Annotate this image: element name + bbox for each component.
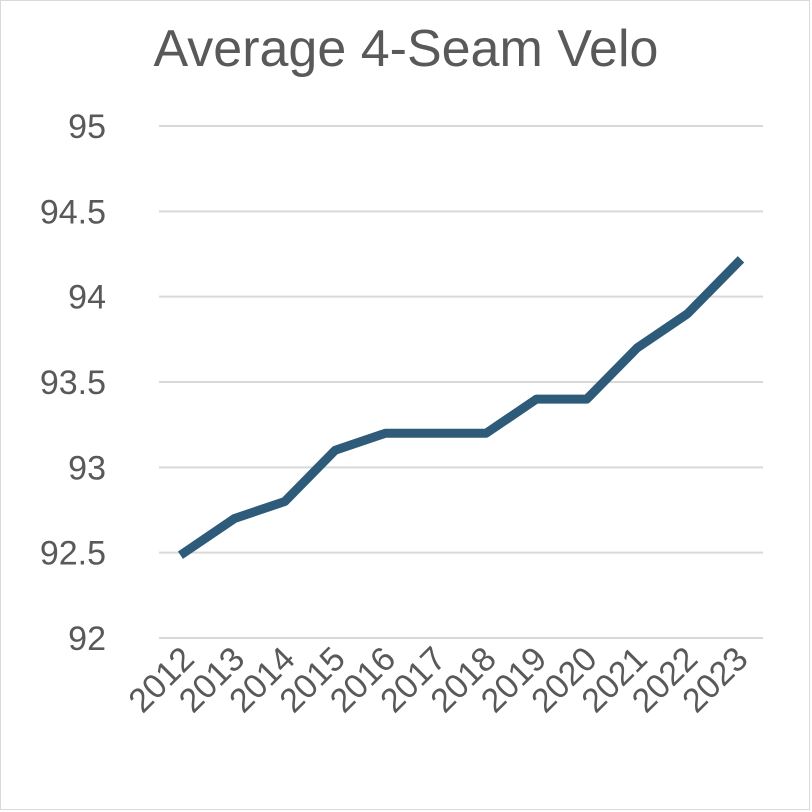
- gridlines: [159, 125, 763, 639]
- x-axis-ticks: 2012201320142015201620172018201920202021…: [121, 640, 755, 720]
- y-tick-label: 93: [68, 449, 106, 487]
- series-layer: [177, 256, 745, 559]
- series-line: [177, 256, 745, 559]
- y-tick-label: 93.5: [40, 364, 106, 402]
- y-tick-label: 94: [68, 279, 106, 317]
- chart-title: Average 4-Seam Velo: [154, 20, 659, 78]
- y-tick-label: 94.5: [40, 193, 106, 231]
- y-tick-label: 92: [68, 620, 106, 658]
- y-tick-label: 95: [68, 108, 106, 146]
- y-tick-label: 92.5: [40, 535, 106, 573]
- y-axis-ticks: 92 92.5 93 93.5 94 94.5 95: [40, 108, 106, 658]
